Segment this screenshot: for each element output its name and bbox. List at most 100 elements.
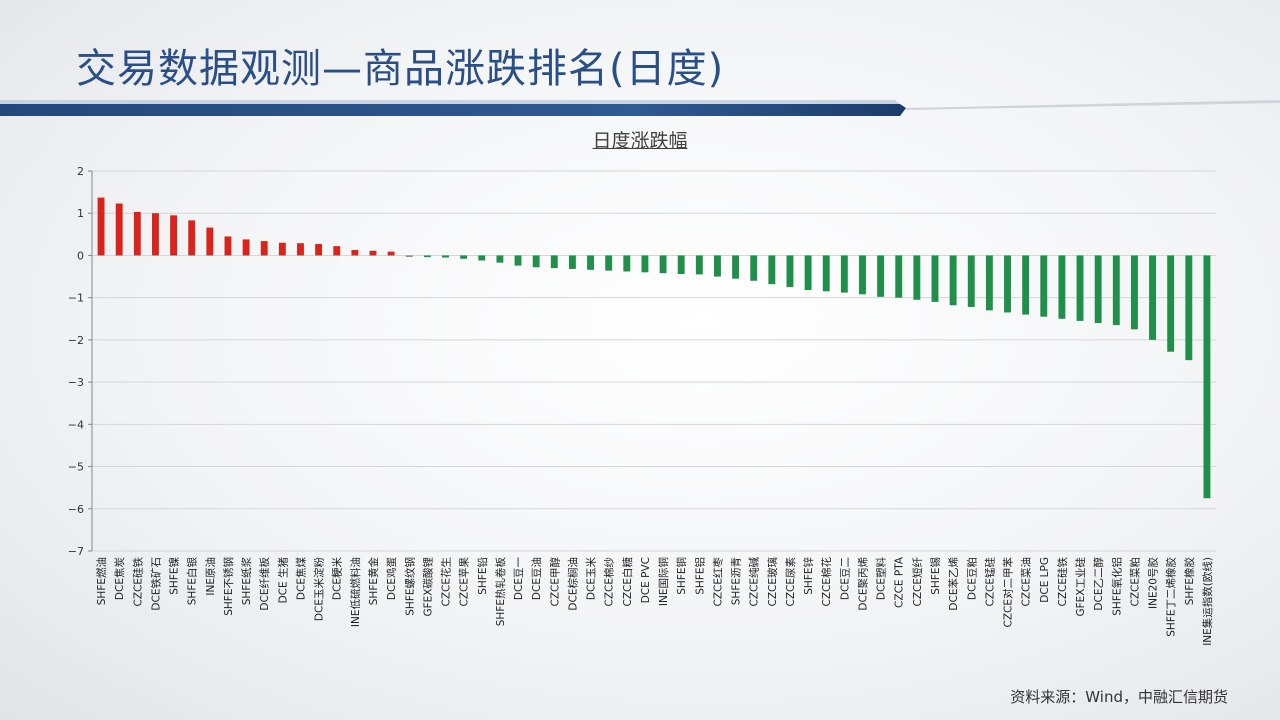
x-tick-label: DCE纤维板 bbox=[258, 557, 271, 611]
x-tick-label: DCE豆粕 bbox=[965, 557, 978, 600]
bar bbox=[623, 255, 631, 272]
bar bbox=[840, 255, 848, 293]
bar bbox=[895, 255, 903, 298]
x-tick-label: GFEX工业硅 bbox=[1074, 557, 1087, 617]
x-tick-label: DCE豆二 bbox=[839, 557, 851, 600]
bar bbox=[659, 255, 667, 274]
bar bbox=[152, 213, 159, 256]
x-tick-label: SHFE橡胶 bbox=[1183, 557, 1196, 606]
y-tick-label: −6 bbox=[68, 503, 84, 516]
bar bbox=[913, 255, 921, 300]
bar bbox=[931, 255, 939, 302]
x-tick-label: DCE聚丙烯 bbox=[856, 557, 869, 611]
x-tick-label: CZCE棉花 bbox=[820, 557, 833, 607]
x-tick-label: CZCE短纤 bbox=[911, 557, 924, 607]
bar bbox=[985, 255, 993, 311]
x-tick-label: CZCE菜油 bbox=[1020, 557, 1033, 607]
bar bbox=[750, 255, 758, 281]
bar bbox=[949, 255, 957, 306]
bar bbox=[1094, 255, 1102, 323]
x-tick-label: CZCE甲醇 bbox=[548, 557, 561, 607]
x-tick-label: DCE塑料 bbox=[875, 557, 888, 601]
x-tick-label: SHFE锡 bbox=[929, 557, 942, 595]
x-tick-label: DCE玉米淀粉 bbox=[313, 557, 326, 622]
bar bbox=[1130, 255, 1138, 330]
bar bbox=[133, 211, 141, 256]
bar bbox=[115, 203, 123, 256]
bar bbox=[496, 255, 504, 263]
bar bbox=[315, 244, 323, 256]
bar bbox=[804, 255, 812, 291]
bar bbox=[587, 255, 594, 270]
slide-title: 交易数据观测—商品涨跌排名(日度) bbox=[76, 46, 725, 92]
y-tick-label: −2 bbox=[68, 334, 84, 347]
x-tick-label: CZCE棉纱 bbox=[603, 557, 616, 607]
x-tick-label: SHFE沥青 bbox=[730, 557, 743, 605]
x-tick-label: SHFE螺纹钢 bbox=[403, 557, 416, 616]
x-tick-label: SHFE白银 bbox=[186, 557, 199, 606]
bar bbox=[460, 255, 468, 259]
bar bbox=[859, 255, 866, 295]
bar bbox=[423, 255, 431, 258]
x-tick-label: SHFE黄金 bbox=[367, 557, 380, 606]
bar bbox=[550, 255, 558, 269]
bar bbox=[1076, 255, 1084, 321]
x-tick-label: SHFE丁二烯橡胶 bbox=[1165, 557, 1178, 637]
x-tick-label: CZCE菜粕 bbox=[1128, 557, 1141, 607]
bar bbox=[405, 255, 413, 257]
x-tick-label: DCE鸡蛋 bbox=[385, 557, 398, 601]
bar bbox=[260, 241, 268, 256]
x-tick-label: SHFE热轧卷板 bbox=[494, 557, 507, 627]
x-tick-label: CZCE苹果 bbox=[458, 557, 471, 607]
bar bbox=[1112, 255, 1120, 326]
x-tick-label: CZCE玻璃 bbox=[766, 557, 779, 607]
x-tick-label: DCE焦煤 bbox=[294, 557, 307, 601]
x-tick-label: INE20号胶 bbox=[1147, 557, 1160, 609]
bar bbox=[97, 197, 105, 256]
y-tick-label: 2 bbox=[77, 165, 84, 178]
x-tick-label: SHFE纸浆 bbox=[240, 557, 253, 606]
y-tick-label: −7 bbox=[68, 545, 84, 558]
y-tick-label: 1 bbox=[77, 207, 84, 220]
y-tick-label: −1 bbox=[68, 292, 84, 305]
bar bbox=[369, 250, 377, 256]
x-tick-label: CZCE锰硅 bbox=[983, 557, 996, 607]
bar bbox=[242, 239, 250, 256]
bar bbox=[1058, 255, 1066, 319]
bar bbox=[641, 255, 649, 273]
x-tick-label: DCE玉米 bbox=[585, 557, 598, 601]
bar bbox=[351, 249, 359, 256]
x-tick-label: DCE 生猪 bbox=[276, 557, 289, 604]
x-tick-label: INE国际铜 bbox=[658, 557, 670, 606]
x-tick-label: CZCE白糖 bbox=[621, 557, 634, 607]
bar bbox=[605, 255, 613, 271]
x-tick-label: CZCE硅铁 bbox=[1056, 557, 1069, 607]
bar bbox=[822, 255, 830, 292]
x-tick-label: DCE PVC bbox=[640, 557, 652, 603]
bar bbox=[568, 255, 576, 269]
bar bbox=[1149, 255, 1156, 340]
x-tick-label: DCE豆一 bbox=[513, 557, 525, 601]
x-tick-label: CZCE硅铁 bbox=[131, 557, 144, 607]
source-note: 资料来源：Wind，中融汇信期货 bbox=[1010, 688, 1228, 706]
bar bbox=[170, 215, 178, 256]
x-tick-label: CZCE花生 bbox=[440, 557, 453, 607]
x-tick-label: SHFE氧化铝 bbox=[1110, 557, 1123, 616]
bar bbox=[278, 242, 286, 256]
x-tick-label: CZCE尿素 bbox=[784, 557, 797, 607]
bar bbox=[768, 255, 776, 285]
x-tick-label: INE原油 bbox=[204, 557, 217, 596]
bar bbox=[1203, 255, 1211, 499]
bar bbox=[714, 255, 721, 277]
x-tick-label: DCE苯乙烯 bbox=[947, 557, 960, 611]
x-tick-label: DCE棕榈油 bbox=[566, 557, 579, 611]
bar bbox=[478, 255, 486, 261]
x-tick-label: DCE铁矿石 bbox=[149, 557, 162, 611]
x-tick-label: DCE乙二醇 bbox=[1092, 557, 1105, 611]
bar bbox=[786, 255, 794, 288]
x-tick-label: DCE豆油 bbox=[530, 557, 543, 600]
y-tick-label: −4 bbox=[68, 418, 84, 431]
bar bbox=[206, 227, 214, 256]
bar bbox=[877, 255, 885, 297]
